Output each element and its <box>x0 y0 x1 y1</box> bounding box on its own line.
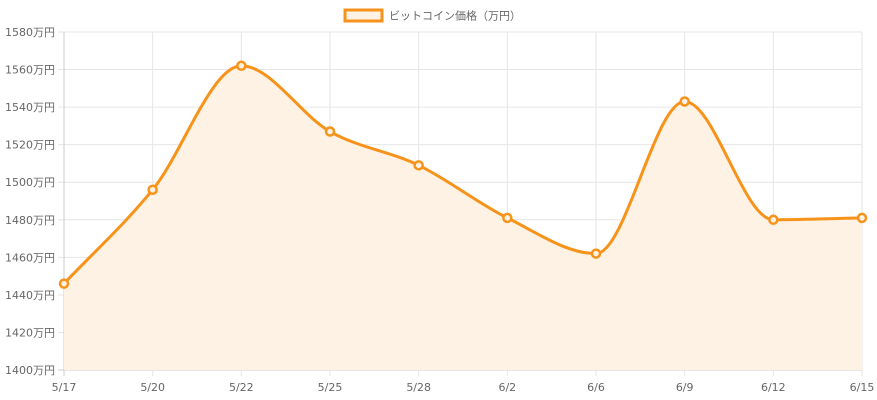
y-tick-label: 1460万円 <box>5 251 55 264</box>
data-point[interactable] <box>58 278 70 289</box>
legend-swatch <box>343 8 384 23</box>
y-tick-label: 1500万円 <box>5 176 55 189</box>
y-tick-label: 1480万円 <box>5 214 55 227</box>
data-point[interactable] <box>324 126 336 137</box>
x-tick-label: 5/20 <box>140 381 165 394</box>
legend-label: ビットコイン価格（万円） <box>389 9 521 23</box>
data-point[interactable] <box>502 212 513 224</box>
series-area-fill <box>64 65 862 371</box>
y-tick-label: 1520万円 <box>5 139 55 152</box>
series-area <box>62 64 863 371</box>
x-tick-label: 6/15 <box>850 381 875 394</box>
x-tick-label: 5/28 <box>406 381 431 394</box>
data-point[interactable] <box>856 212 868 224</box>
data-point[interactable] <box>679 96 690 107</box>
data-point[interactable] <box>413 160 424 171</box>
x-tick-label: 6/12 <box>761 381 786 394</box>
x-tick-label: 6/2 <box>498 381 516 394</box>
series-line <box>62 64 863 285</box>
y-tick-label: 1420万円 <box>5 326 55 339</box>
legend[interactable]: ビットコイン価格（万円） <box>343 8 521 23</box>
x-tick-label: 5/17 <box>52 381 77 394</box>
data-point[interactable] <box>590 248 602 259</box>
x-tick-label: 6/6 <box>587 381 605 394</box>
y-tick-label: 1440万円 <box>5 289 55 302</box>
data-points <box>58 60 868 289</box>
x-tick-label: 6/9 <box>676 381 694 394</box>
y-tick-label: 1540万円 <box>5 101 55 114</box>
y-tick-label: 1560万円 <box>5 64 55 77</box>
data-point[interactable] <box>768 214 779 226</box>
data-point[interactable] <box>147 184 158 195</box>
x-tick-label: 5/25 <box>318 381 343 394</box>
y-tick-label: 1580万円 <box>5 26 55 39</box>
data-point[interactable] <box>236 60 247 72</box>
x-tick-label: 5/22 <box>229 381 254 394</box>
axes: 1400万円 1420万円 1440万円 1460万円 1480万円 1500万円 1520… <box>5 26 874 394</box>
y-tick-label: 1400万円 <box>5 364 55 377</box>
